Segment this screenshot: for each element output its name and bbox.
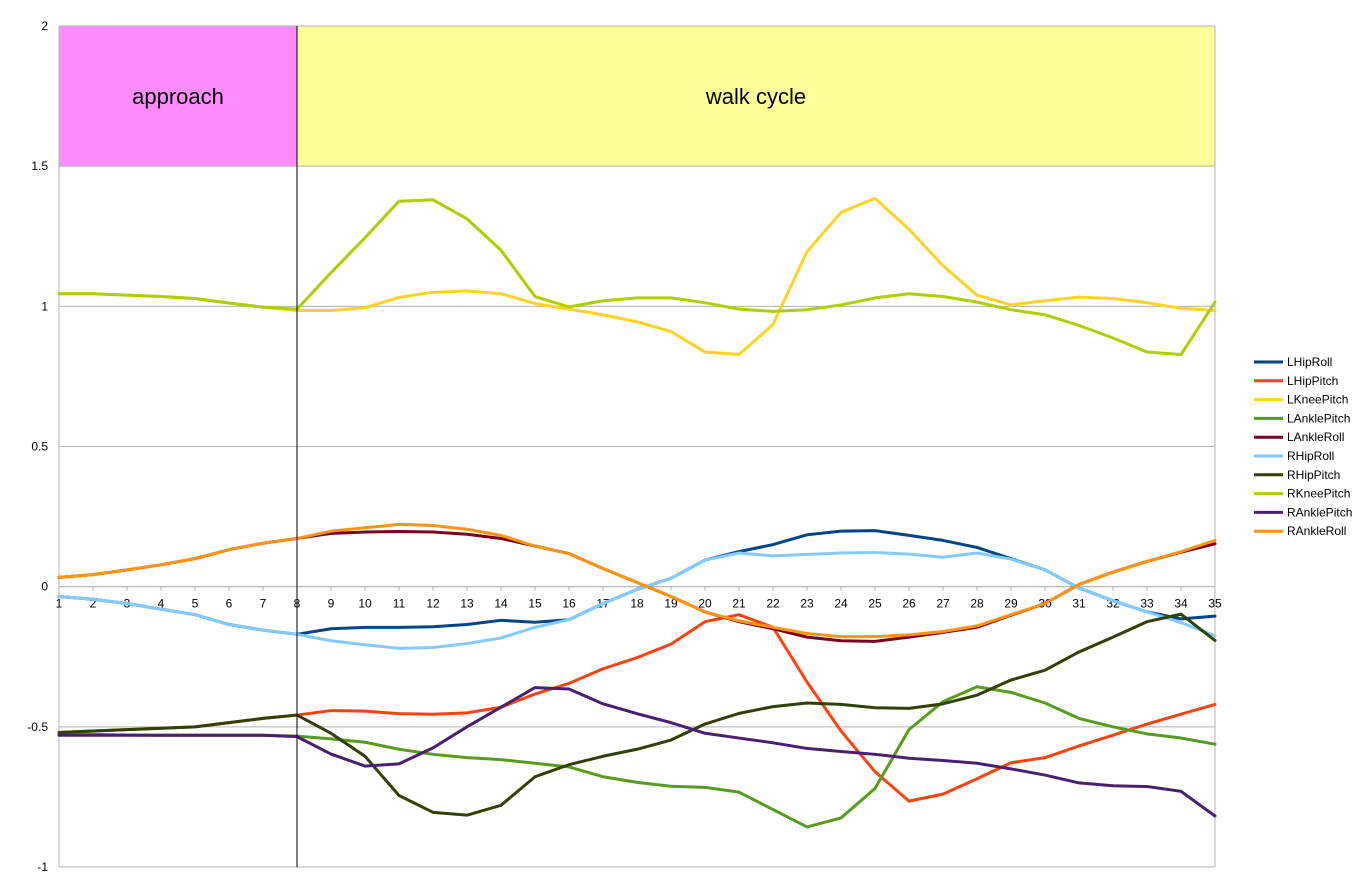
- x-tick-label: 12: [426, 597, 440, 611]
- x-tick-label: 16: [562, 597, 576, 611]
- x-tick-label: 22: [766, 597, 780, 611]
- x-tick-label: 28: [970, 597, 984, 611]
- y-tick-label: -0.5: [27, 720, 48, 734]
- legend-label: LAnklePitch: [1287, 411, 1350, 425]
- y-tick-label: 0.5: [31, 440, 48, 454]
- legend-label: RKneePitch: [1287, 487, 1350, 501]
- series-line-RHipRoll: [57, 550, 1217, 650]
- series-line-LKneePitch: [57, 196, 1217, 357]
- x-tick-label: 11: [393, 597, 406, 611]
- x-tick-label: 6: [226, 597, 233, 611]
- legend-label: LKneePitch: [1287, 393, 1348, 407]
- x-tick-label: 27: [936, 597, 950, 611]
- y-tick-label: -1: [37, 860, 48, 874]
- x-tick-label: 15: [528, 597, 542, 611]
- region-label: approach: [132, 84, 224, 109]
- x-tick-label: 4: [158, 597, 165, 611]
- x-tick-label: 13: [460, 597, 474, 611]
- x-tick-label: 9: [328, 597, 335, 611]
- series-line-RKneePitch: [57, 198, 1217, 357]
- legend-label: RHipPitch: [1287, 468, 1340, 482]
- legend-label: RAnklePitch: [1287, 505, 1352, 519]
- x-tick-label: 26: [902, 597, 916, 611]
- x-tick-label: 35: [1208, 597, 1222, 611]
- y-tick-label: 1.5: [31, 159, 48, 173]
- legend: LHipRoll LHipPitch LKneePitch LAnklePitch LA…: [1254, 355, 1352, 538]
- y-tick-label: 1: [41, 299, 48, 313]
- legend-label: LAnkleRoll: [1287, 430, 1344, 444]
- x-tick-label: 25: [868, 597, 882, 611]
- legend-label: LHipRoll: [1287, 355, 1332, 369]
- x-tick-label: 20: [698, 597, 712, 611]
- legend-label: LHipPitch: [1287, 374, 1338, 388]
- series-line-RAnkleRoll: [57, 522, 1217, 639]
- x-tick-label: 24: [834, 597, 848, 611]
- x-tick-label: 2: [90, 597, 97, 611]
- x-tick-label: 21: [732, 597, 746, 611]
- region-walk-cycle: [297, 26, 1215, 167]
- series-line-RAnklePitch: [57, 686, 1217, 818]
- x-axis: 1234567891011121314151617181920212223242…: [56, 586, 1222, 611]
- x-tick-label: 18: [630, 597, 644, 611]
- y-axis: -1 -0.5 0 0.5 1 1.5 2: [27, 19, 48, 874]
- x-tick-label: 7: [260, 597, 267, 611]
- x-tick-label: 19: [664, 597, 678, 611]
- x-tick-label: 23: [800, 597, 814, 611]
- region-bands: approach walk cycle: [59, 26, 1215, 167]
- x-tick-label: 5: [192, 597, 199, 611]
- y-tick-label: 0: [41, 580, 48, 594]
- legend-label: RAnkleRoll: [1287, 524, 1346, 538]
- y-tick-label: 2: [41, 19, 48, 33]
- x-tick-label: 10: [358, 597, 372, 611]
- region-approach: [59, 26, 297, 167]
- x-tick-label: 34: [1174, 597, 1188, 611]
- series-line-RHipPitch: [57, 612, 1217, 817]
- x-tick-label: 14: [494, 597, 508, 611]
- x-tick-label: 33: [1140, 597, 1154, 611]
- x-tick-label: 29: [1004, 597, 1018, 611]
- x-tick-label: 31: [1072, 597, 1086, 611]
- legend-label: RHipRoll: [1287, 449, 1334, 463]
- x-tick-label: 1: [56, 597, 63, 611]
- region-label: walk cycle: [705, 84, 806, 109]
- series-lines: [57, 196, 1217, 829]
